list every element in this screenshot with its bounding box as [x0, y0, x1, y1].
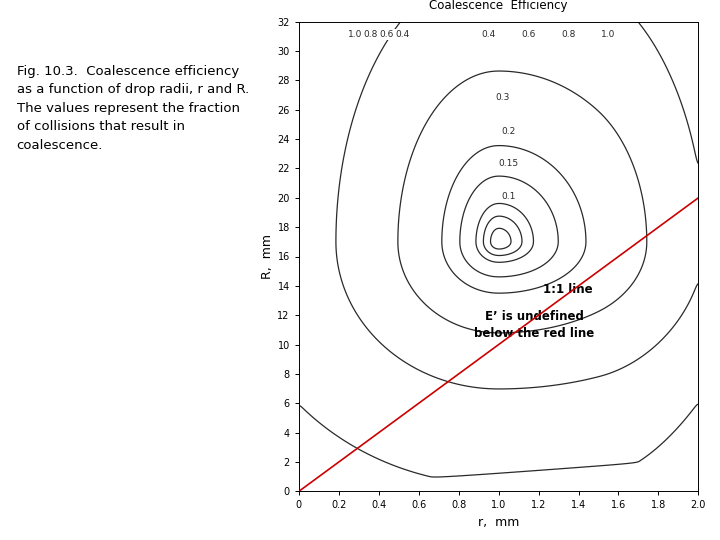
Text: 0.2: 0.2 — [501, 127, 516, 136]
Text: E’ is undefined
below the red line: E’ is undefined below the red line — [474, 310, 595, 340]
Text: 0.6: 0.6 — [521, 30, 536, 39]
Text: 0.3: 0.3 — [495, 93, 510, 103]
Y-axis label: R,  mm: R, mm — [261, 234, 274, 279]
Text: Fig. 10.3.  Coalescence efficiency
as a function of drop radii, r and R.
The val: Fig. 10.3. Coalescence efficiency as a f… — [17, 65, 249, 152]
Text: 0.8: 0.8 — [562, 30, 576, 39]
Text: 1.0: 1.0 — [601, 30, 616, 39]
Text: 0.8: 0.8 — [364, 30, 378, 39]
X-axis label: r,  mm: r, mm — [478, 516, 519, 529]
Text: 0.4: 0.4 — [482, 30, 496, 39]
Text: 0.4: 0.4 — [395, 30, 410, 39]
Text: 1:1 line: 1:1 line — [543, 283, 592, 296]
Text: 1.0: 1.0 — [348, 30, 362, 39]
Text: 0.15: 0.15 — [498, 159, 518, 168]
Text: 0.1: 0.1 — [501, 192, 516, 201]
Text: 0.6: 0.6 — [379, 30, 394, 39]
Text: Coalescence  Efficiency: Coalescence Efficiency — [429, 0, 568, 12]
